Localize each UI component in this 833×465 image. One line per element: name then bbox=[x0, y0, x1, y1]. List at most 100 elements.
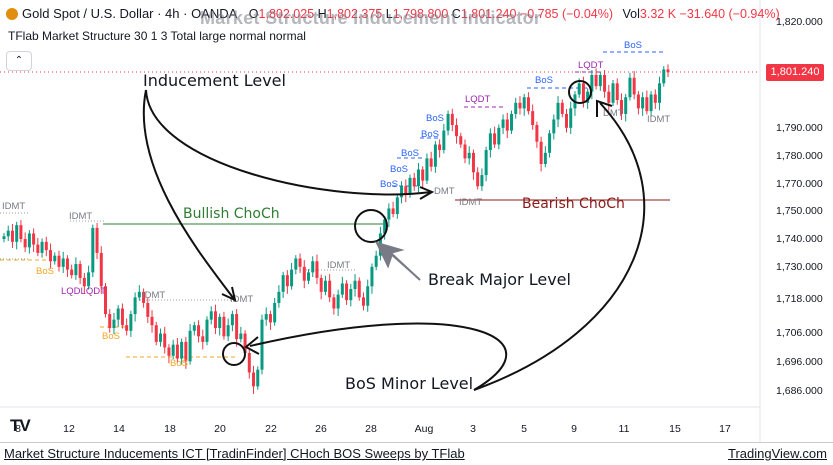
candle-body bbox=[19, 225, 23, 240]
candle-body bbox=[87, 272, 91, 287]
candle-body bbox=[577, 83, 581, 95]
y-tick: 1,750.000 bbox=[776, 205, 823, 217]
candle-body bbox=[298, 258, 302, 267]
candle-body bbox=[281, 275, 285, 292]
candle-body bbox=[205, 319, 209, 342]
candle-body bbox=[256, 369, 260, 387]
y-tick: 1,820.000 bbox=[776, 16, 823, 28]
candle-body bbox=[459, 136, 463, 145]
candle-body bbox=[366, 286, 370, 306]
candle-body bbox=[349, 289, 353, 301]
candle-body bbox=[252, 372, 256, 387]
candle-body bbox=[442, 130, 446, 151]
candle-body bbox=[467, 152, 471, 159]
lqdt-label: LQDLQDT bbox=[61, 286, 106, 297]
chevron-up-icon[interactable]: ⌃ bbox=[6, 51, 32, 71]
bos-minor-label: BoS Minor Level bbox=[345, 374, 473, 393]
candle-body bbox=[336, 294, 340, 309]
candle-body bbox=[125, 325, 129, 331]
candle-body bbox=[32, 233, 36, 245]
dmt-label: DMT bbox=[603, 108, 624, 119]
candle-body bbox=[65, 258, 69, 270]
x-tick: 28 bbox=[365, 423, 377, 435]
candle-body bbox=[438, 144, 442, 151]
symbol-icon bbox=[6, 8, 18, 20]
candle-body bbox=[548, 133, 552, 153]
candle-body bbox=[235, 314, 239, 340]
indicator-legend[interactable]: TFlab Market Structure 30 1 3 Total larg… bbox=[8, 29, 306, 43]
candle-body bbox=[383, 219, 387, 234]
candle-body bbox=[569, 108, 573, 128]
candle-body bbox=[501, 119, 505, 128]
footer-caption[interactable]: Market Structure Inducements ICT [Tradin… bbox=[4, 446, 465, 461]
candle-body bbox=[150, 316, 154, 326]
candle-body bbox=[61, 258, 65, 267]
candle-body bbox=[40, 241, 44, 253]
symbol-title[interactable]: Gold Spot / U.S. Dollar · 4h · OANDA bbox=[22, 6, 238, 21]
candle-body bbox=[653, 94, 657, 103]
y-tick: 1,706.000 bbox=[776, 327, 823, 339]
lqdt-label: LQDT bbox=[465, 94, 491, 105]
candle-body bbox=[57, 255, 61, 267]
candle-body bbox=[302, 266, 306, 281]
candle-body bbox=[273, 302, 277, 323]
candle-body bbox=[662, 69, 666, 84]
x-tick: 3 bbox=[470, 423, 476, 435]
candle-body bbox=[357, 280, 361, 298]
candle-body bbox=[455, 125, 459, 137]
idmt-label: IDMT bbox=[2, 201, 25, 212]
footer-bar: Market Structure Inducements ICT [Tradin… bbox=[0, 442, 833, 465]
candle-body bbox=[158, 333, 162, 342]
candle-body bbox=[146, 302, 150, 317]
candle-body bbox=[391, 208, 395, 214]
candle-body bbox=[311, 261, 315, 273]
tradingview-link[interactable]: TradingView.com bbox=[728, 446, 827, 461]
candle-body bbox=[370, 266, 374, 287]
candle-body bbox=[243, 333, 247, 353]
candle-body bbox=[163, 333, 167, 348]
candle-body bbox=[188, 330, 192, 362]
candle-body bbox=[471, 152, 475, 173]
candle-body bbox=[446, 113, 450, 131]
candle-body bbox=[493, 133, 497, 145]
candle-body bbox=[615, 83, 619, 101]
candle-body bbox=[560, 102, 564, 114]
candle-body bbox=[450, 113, 454, 126]
candle-body bbox=[395, 197, 399, 214]
candle-body bbox=[400, 186, 404, 198]
candle-body bbox=[184, 341, 188, 362]
candle-body bbox=[429, 158, 433, 167]
candle-body bbox=[27, 233, 31, 248]
candle-body bbox=[218, 316, 222, 328]
candle-body bbox=[290, 269, 294, 287]
candle-body bbox=[36, 244, 40, 253]
candle-body bbox=[425, 158, 429, 181]
vol-change: −31.640 (−0.94%) bbox=[679, 7, 780, 21]
candle-body bbox=[74, 264, 78, 276]
lqdt-label: LQDT bbox=[578, 60, 604, 71]
candle-body bbox=[539, 141, 543, 164]
break-circle bbox=[354, 209, 388, 243]
price-chart[interactable]: 1,820.000 1,790.000 1,780.000 1,770.000 … bbox=[0, 0, 833, 442]
candle-body bbox=[260, 319, 264, 370]
candle-body bbox=[345, 283, 349, 301]
candle-body bbox=[116, 308, 120, 320]
candle-body bbox=[480, 175, 484, 187]
idmt-label: IDMT bbox=[230, 294, 253, 305]
candle-body bbox=[624, 97, 628, 114]
candle-body bbox=[564, 113, 568, 128]
candle-body bbox=[594, 75, 598, 87]
candle-body bbox=[518, 102, 522, 109]
candle-body bbox=[247, 353, 251, 373]
inducement-arrow bbox=[145, 89, 432, 196]
candle-body bbox=[556, 102, 560, 120]
candle-body bbox=[175, 344, 179, 359]
candle-body bbox=[590, 75, 594, 92]
candle-body bbox=[641, 97, 645, 109]
x-tick: 26 bbox=[315, 423, 327, 435]
candle-body bbox=[53, 255, 57, 262]
tradingview-logo-icon[interactable]: TV bbox=[10, 416, 31, 435]
candle-body bbox=[108, 314, 112, 328]
idmt-label: IDMT bbox=[459, 197, 482, 208]
candle-body bbox=[658, 83, 662, 103]
